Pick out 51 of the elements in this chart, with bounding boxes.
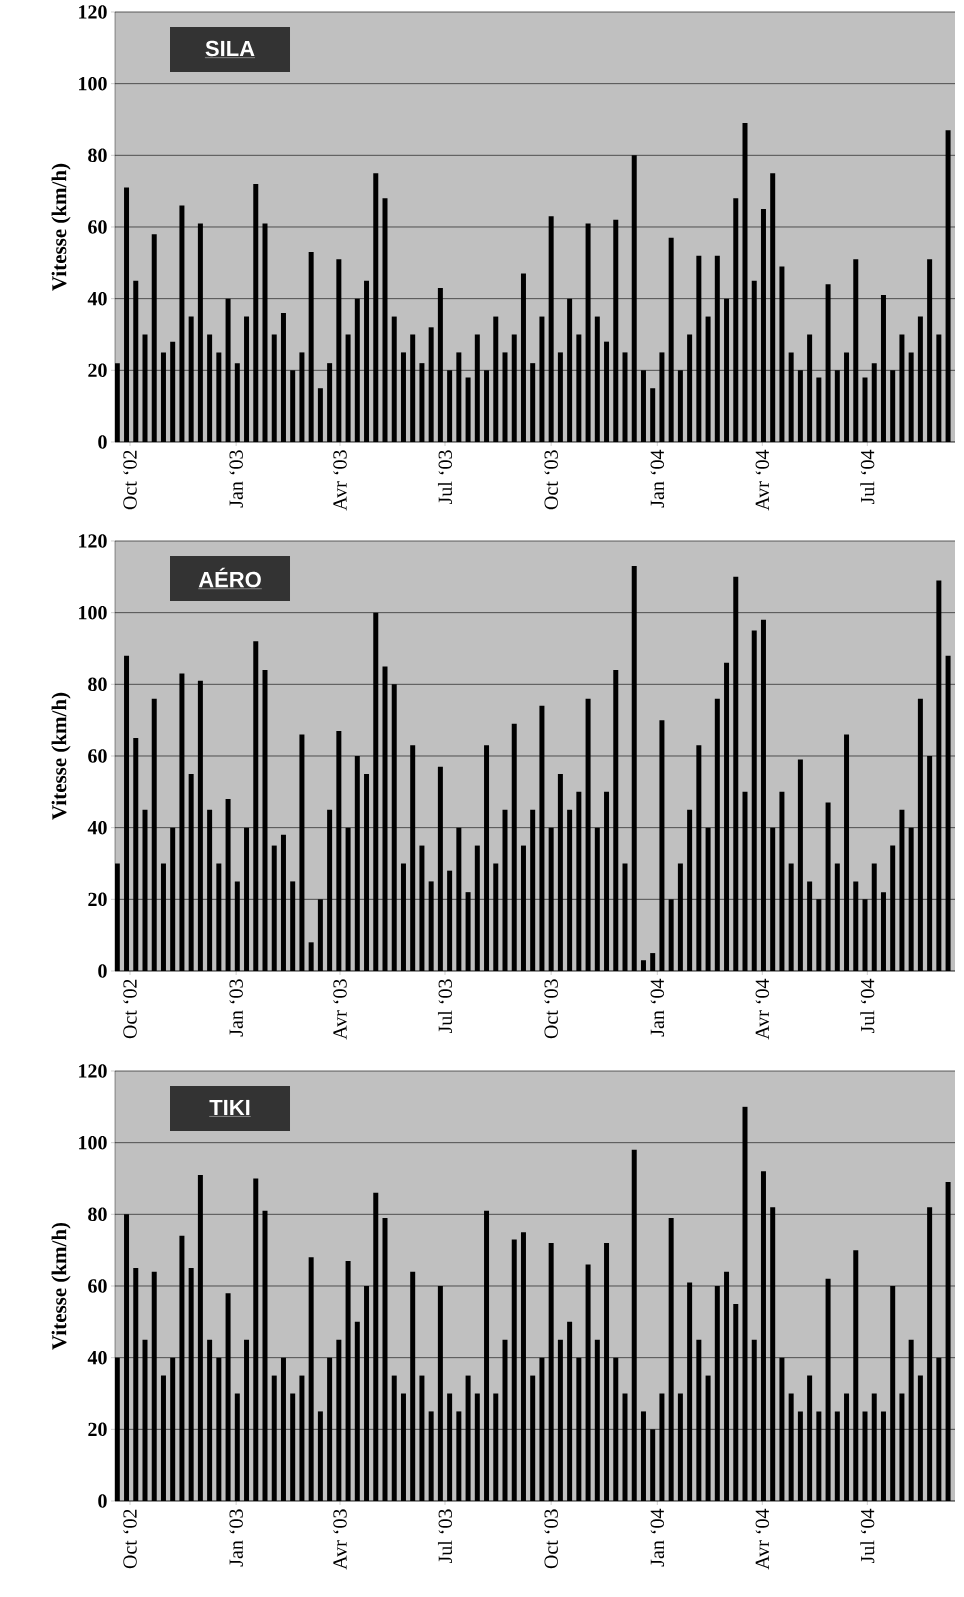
y-tick-label: 80 bbox=[88, 148, 107, 163]
y-tick-label: 0 bbox=[98, 964, 107, 978]
y-tick-label: 100 bbox=[79, 605, 107, 620]
y-tick-label: 100 bbox=[79, 1135, 107, 1150]
x-tick-label: Jan ‘03 bbox=[229, 979, 243, 1037]
y-tick-label: 20 bbox=[88, 892, 107, 907]
y-axis-title: Vitesse (km/h) bbox=[51, 163, 71, 291]
x-tick-label: Jul ‘03 bbox=[437, 1509, 453, 1564]
x-tick-label: Avr ‘03 bbox=[333, 979, 347, 1040]
y-tick-label: 20 bbox=[88, 1422, 107, 1437]
x-tick-label: Oct ‘03 bbox=[544, 1509, 558, 1569]
text: AÉRO bbox=[198, 567, 261, 588]
y-tick-label: 80 bbox=[88, 1207, 107, 1222]
y-tick-label: 100 bbox=[79, 76, 107, 91]
x-tick-label: Avr ‘04 bbox=[755, 449, 770, 511]
y-axis-title: Vitesse (km/h) bbox=[51, 692, 71, 820]
y-tick-label: 40 bbox=[87, 291, 107, 306]
x-tick-label: Jul ‘03 bbox=[437, 450, 453, 505]
x-tick-label: Jul ‘03 bbox=[437, 979, 453, 1034]
y-tick-label: 80 bbox=[88, 677, 107, 692]
x-tick-label: Jul ‘04 bbox=[860, 1508, 875, 1564]
text: TIKI bbox=[209, 1099, 250, 1116]
x-tick-label: Avr ‘03 bbox=[333, 1509, 347, 1570]
x-tick-label: Jan ‘03 bbox=[229, 1509, 243, 1567]
x-tick-label: Jul ‘04 bbox=[860, 978, 875, 1034]
y-tick-label: 20 bbox=[88, 363, 107, 378]
x-tick-label: Oct ‘03 bbox=[544, 979, 558, 1039]
y-tick-label: 40 bbox=[87, 820, 107, 835]
x-tick-label: Jan ‘04 bbox=[650, 1508, 665, 1567]
text: SILA bbox=[205, 40, 255, 57]
x-tick-label: Avr ‘04 bbox=[755, 978, 770, 1040]
y-tick-label: 0 bbox=[98, 1494, 107, 1508]
y-tick-label: 120 bbox=[79, 1064, 107, 1078]
x-tick-label: Jul ‘04 bbox=[860, 449, 875, 505]
y-tick-label: 40 bbox=[87, 1350, 107, 1365]
x-tick-label: Jan ‘03 bbox=[229, 450, 243, 508]
y-tick-label: 60 bbox=[88, 1279, 107, 1293]
x-tick-label: Oct ‘02 bbox=[123, 450, 137, 510]
y-tick-label: 120 bbox=[79, 5, 107, 19]
x-tick-label: Oct ‘03 bbox=[544, 450, 558, 510]
x-tick-label: Jan ‘04 bbox=[650, 449, 665, 508]
x-tick-label: Oct ‘02 bbox=[123, 979, 137, 1039]
x-tick-label: Oct ‘02 bbox=[123, 1509, 137, 1569]
x-tick-label: Avr ‘03 bbox=[333, 450, 347, 511]
x-tick-label: Avr ‘04 bbox=[755, 1508, 770, 1570]
y-axis-title: Vitesse (km/h) bbox=[51, 1222, 71, 1350]
y-tick-label: 120 bbox=[79, 534, 107, 548]
y-tick-label: 0 bbox=[98, 435, 107, 449]
y-tick-label: 60 bbox=[88, 220, 107, 234]
x-tick-label: Jan ‘04 bbox=[650, 978, 665, 1037]
y-tick-label: 60 bbox=[88, 749, 107, 763]
